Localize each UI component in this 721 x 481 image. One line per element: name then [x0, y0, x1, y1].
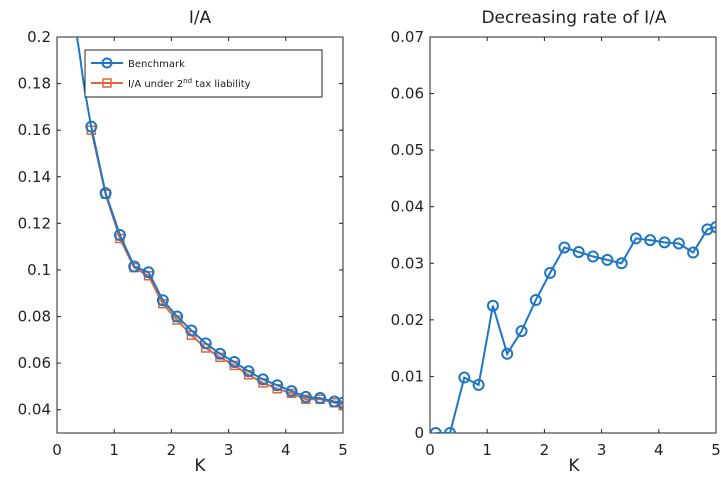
y-tick-label: 0.14	[18, 168, 51, 186]
data-point	[558, 241, 571, 254]
x-tick-label: 1	[482, 441, 492, 459]
x-tick-label: 2	[167, 441, 177, 459]
y-tick-label: 0.03	[391, 254, 424, 272]
data-point	[430, 427, 442, 433]
x-axis: 0 1 2 3 4 5	[425, 37, 721, 459]
legend-label-tax-liability: I/A under 2nd tax liability	[128, 77, 251, 90]
data-point	[515, 325, 528, 338]
data-point	[337, 396, 343, 409]
x-tick-label: 2	[540, 441, 550, 459]
chart-title: Decreasing rate of I/A	[481, 8, 666, 28]
legend-entry-tax-liability: I/A under 2nd tax liability	[91, 77, 251, 90]
data-point	[444, 427, 457, 433]
data-point	[544, 266, 557, 279]
data-point	[256, 373, 269, 386]
data-point	[271, 379, 284, 392]
data-point	[156, 294, 169, 307]
plot-area	[429, 36, 717, 434]
data-point	[242, 365, 255, 378]
x-tick-label: 1	[109, 441, 119, 459]
data-point	[672, 237, 685, 250]
y-tick-label: 0	[414, 424, 424, 442]
legend-marker-tax-liability	[102, 78, 112, 88]
y-tick-label: 0.02	[391, 311, 424, 329]
data-point	[587, 250, 600, 263]
series-layer	[76, 37, 343, 410]
x-tick-label: 3	[224, 441, 234, 459]
data-point	[113, 229, 126, 241]
data-point	[128, 260, 141, 273]
legend: Benchmark I/A under 2nd tax liability	[84, 49, 323, 98]
series-0	[76, 37, 343, 409]
data-point	[615, 257, 628, 270]
data-point	[85, 120, 98, 133]
chart-title: I/A	[189, 8, 212, 28]
series-layer	[430, 221, 716, 433]
x-axis: 0 1 2 3 4 5	[52, 37, 348, 459]
legend-entry-benchmark: Benchmark	[91, 57, 185, 70]
data-point	[228, 355, 241, 368]
x-tick-label: 5	[338, 441, 348, 459]
x-tick-label: 4	[654, 441, 664, 459]
x-tick-label: 4	[281, 441, 291, 459]
data-point	[629, 232, 642, 245]
data-point	[710, 221, 716, 234]
data-point	[658, 236, 671, 249]
y-tick-label: 0.06	[18, 354, 51, 372]
data-point	[529, 294, 542, 307]
legend-label-benchmark: Benchmark	[128, 59, 185, 70]
x-axis-label: K	[194, 456, 206, 476]
legend-box	[84, 49, 323, 98]
data-point	[299, 390, 312, 403]
data-point	[214, 347, 227, 360]
data-point	[644, 234, 657, 247]
data-point	[285, 385, 298, 398]
y-tick-label: 0.16	[18, 121, 51, 139]
data-point	[458, 371, 471, 384]
y-tick-label: 0.04	[18, 401, 51, 419]
y-tick-label: 0.18	[18, 75, 51, 93]
series-line	[76, 37, 343, 404]
y-tick-label: 0.12	[18, 214, 51, 232]
x-tick-label: 0	[52, 441, 62, 459]
data-point	[328, 395, 341, 408]
x-tick-label: 5	[711, 441, 721, 459]
y-tick-label: 0.05	[391, 141, 424, 159]
y-axis: 0.04 0.06 0.08 0.1 0.12 0.14 0.16 0.18 0.2	[18, 28, 343, 419]
y-axis: 0 0.01 0.02 0.03 0.04 0.05 0.06 0.07	[391, 28, 716, 442]
data-point	[601, 253, 614, 266]
legend-marker-benchmark	[101, 57, 113, 69]
x-axis-label: K	[568, 456, 580, 476]
x-tick-label: 3	[597, 441, 607, 459]
data-point	[171, 310, 184, 323]
data-point	[199, 337, 212, 350]
y-tick-label: 0.06	[391, 85, 424, 103]
y-tick-label: 0.2	[27, 28, 51, 46]
data-point	[572, 245, 585, 258]
data-point	[687, 246, 700, 259]
data-point	[185, 324, 198, 337]
y-tick-label: 0.1	[27, 261, 51, 279]
y-tick-label: 0.04	[391, 198, 424, 216]
series-line	[90, 129, 343, 406]
data-point	[501, 347, 514, 360]
series-0	[430, 221, 716, 433]
data-point	[142, 266, 155, 279]
x-tick-label: 0	[425, 441, 435, 459]
data-point	[472, 378, 485, 391]
data-point	[314, 392, 327, 405]
data-point	[486, 299, 499, 312]
plot-area	[56, 36, 344, 434]
y-tick-label: 0.01	[391, 367, 424, 385]
y-tick-label: 0.07	[391, 28, 424, 46]
y-tick-label: 0.08	[18, 308, 51, 326]
data-point	[99, 187, 112, 200]
